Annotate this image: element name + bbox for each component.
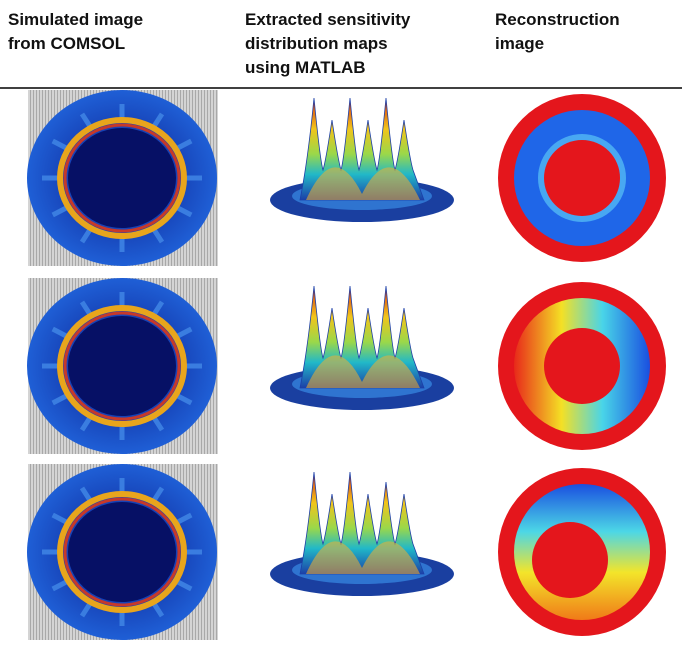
ring-outer (57, 117, 187, 239)
header: Simulated image from COMSOL Extracted se… (8, 10, 620, 77)
core (68, 128, 176, 228)
header-text: Extracted sensitivity (245, 10, 411, 29)
simulated-image (27, 90, 218, 266)
center (544, 140, 620, 216)
front-wave (306, 167, 420, 200)
sensitivity-map (270, 471, 454, 596)
ring-outer (57, 305, 187, 427)
simulated-image (27, 464, 218, 640)
front-wave (306, 355, 420, 388)
reconstruction-image (498, 94, 666, 262)
ring-inner (63, 311, 181, 421)
ring-inner (63, 497, 181, 607)
header-text: using MATLAB (245, 58, 366, 77)
front-wave (306, 541, 420, 574)
core (68, 316, 176, 416)
sensitivity-map (270, 97, 454, 222)
header-text: distribution maps (245, 34, 388, 53)
sensitivity-map (270, 285, 454, 410)
header-text: image (495, 34, 544, 53)
ring-outer (57, 491, 187, 613)
center (544, 328, 620, 404)
header-text: from COMSOL (8, 34, 125, 53)
reconstruction-image (498, 468, 666, 636)
core (68, 502, 176, 602)
header-text: Reconstruction (495, 10, 620, 29)
reconstruction-image (498, 282, 666, 450)
header-text: Simulated image (8, 10, 143, 29)
center (532, 522, 608, 598)
simulated-image (27, 278, 218, 454)
ring-inner (63, 123, 181, 233)
